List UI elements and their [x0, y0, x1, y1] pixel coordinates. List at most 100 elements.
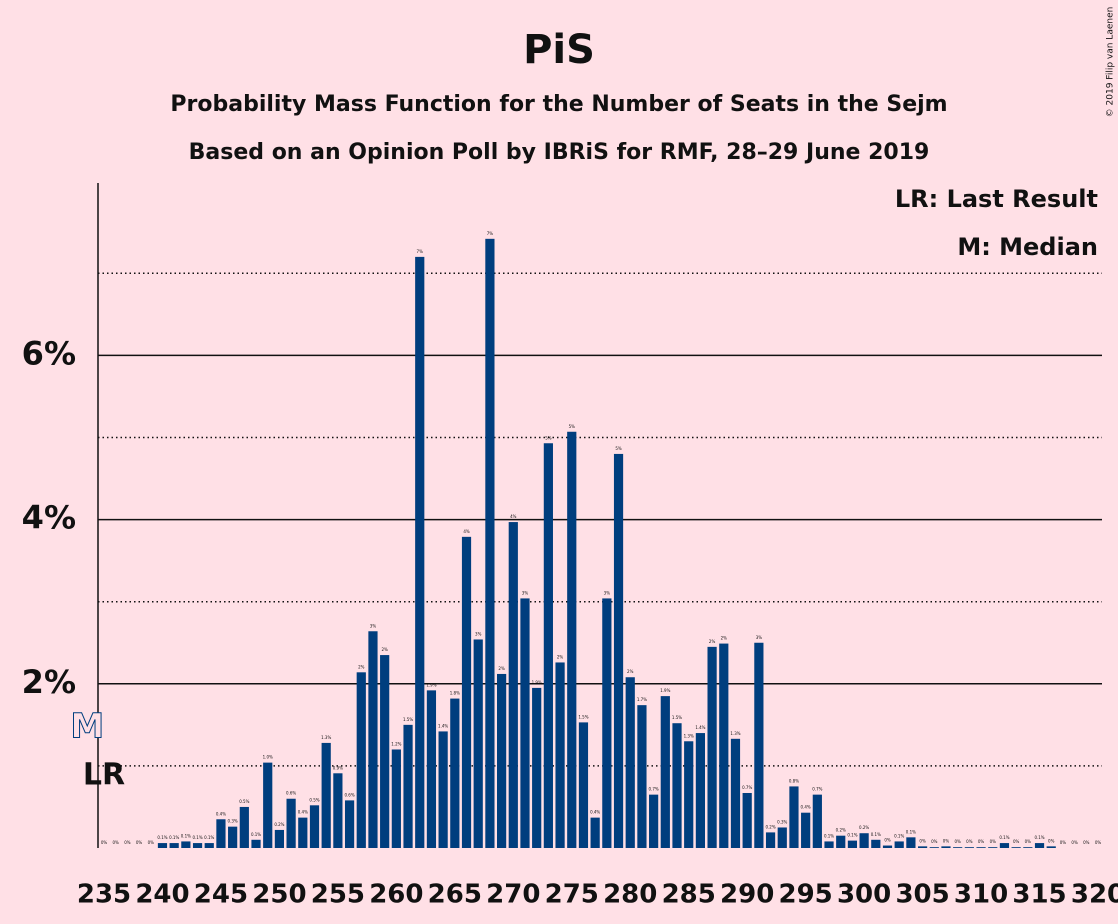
value-label: 0.1%	[181, 833, 191, 838]
bar	[192, 843, 203, 848]
value-label: 0.1%	[157, 835, 167, 840]
bar	[719, 643, 729, 848]
bar	[882, 845, 893, 848]
bar	[403, 724, 413, 848]
bar	[929, 847, 939, 848]
bar	[438, 731, 448, 848]
x-tick-label: 240	[135, 880, 189, 910]
bar	[543, 443, 553, 848]
last-result-marker: LR	[83, 758, 125, 793]
value-label: 1.8%	[450, 691, 460, 696]
value-label: 3%	[756, 635, 763, 640]
value-label: 0.2%	[274, 822, 284, 827]
value-label: 1.5%	[672, 715, 682, 720]
bar	[309, 805, 320, 848]
bar	[473, 639, 483, 848]
bar	[380, 655, 390, 848]
x-tick-label: 300	[837, 880, 891, 910]
value-label: 0%	[966, 839, 973, 844]
bar	[649, 794, 659, 848]
chart-subtitle: Based on an Opinion Poll by IBRiS for RM…	[189, 140, 930, 165]
chart-subtitle: Probability Mass Function for the Number…	[170, 92, 947, 117]
bar	[602, 598, 612, 848]
bar	[964, 847, 974, 848]
value-label: 0.5%	[309, 797, 319, 802]
bar	[999, 843, 1010, 848]
value-label: 0%	[148, 840, 155, 845]
bar	[672, 723, 682, 848]
value-label: 0%	[978, 839, 985, 844]
value-label: 1.5%	[403, 717, 413, 722]
value-label: 1.3%	[730, 731, 740, 736]
value-label: 0%	[1060, 840, 1067, 845]
value-label: 1.2%	[391, 741, 401, 746]
bar	[801, 812, 811, 848]
value-label: 0.7%	[812, 787, 822, 792]
value-label: 1.5%	[578, 714, 588, 719]
bar	[508, 522, 518, 848]
value-label: 0.1%	[192, 835, 202, 840]
value-label: 0%	[136, 840, 143, 845]
bar	[321, 742, 331, 848]
x-tick-label: 250	[252, 880, 306, 910]
bar	[181, 841, 191, 848]
median-marker: M	[70, 707, 104, 747]
bar	[169, 843, 179, 848]
bar	[754, 642, 764, 848]
value-label: 0.1%	[894, 833, 904, 838]
value-label: 0.1%	[169, 835, 179, 840]
value-label: 3%	[604, 590, 611, 595]
bar	[555, 662, 565, 848]
bar	[391, 749, 401, 848]
bar	[976, 847, 986, 848]
value-label: 3%	[475, 631, 482, 636]
bar	[953, 847, 963, 848]
bar	[239, 806, 249, 848]
bar	[894, 841, 904, 848]
bar	[695, 733, 705, 848]
value-label: 0%	[1083, 840, 1090, 845]
bar	[707, 646, 717, 848]
value-label: 2%	[557, 654, 564, 659]
value-label: 0.3%	[228, 819, 238, 824]
bar	[824, 841, 834, 848]
value-label: 1.9%	[660, 688, 670, 693]
value-label: 2%	[498, 666, 505, 671]
value-label: 0%	[990, 839, 997, 844]
value-label: 4%	[463, 529, 470, 534]
bar	[415, 256, 425, 848]
value-label: 0.2%	[765, 824, 775, 829]
bar	[251, 839, 261, 848]
value-label: 0.1%	[251, 832, 261, 837]
bar	[917, 846, 928, 848]
x-tick-label: 305	[895, 880, 949, 910]
value-label: 2%	[721, 636, 728, 641]
bar	[228, 826, 238, 848]
bar	[765, 832, 776, 848]
bar	[777, 827, 787, 848]
bar	[333, 773, 343, 848]
x-tick-label: 280	[603, 880, 657, 910]
bar	[532, 687, 542, 848]
bar	[847, 840, 858, 848]
value-label: 0.4%	[298, 810, 308, 815]
value-label: 0%	[943, 838, 950, 843]
value-label: 0%	[919, 838, 926, 843]
bar	[590, 817, 600, 848]
value-label: 0.5%	[239, 799, 249, 804]
bar	[1034, 843, 1045, 848]
bar	[497, 673, 507, 848]
value-label: 0%	[124, 840, 131, 845]
value-label: 1.9%	[532, 680, 542, 685]
bar	[871, 839, 881, 848]
legend-entry: LR: Last Result	[895, 185, 1098, 213]
value-label: 0%	[1095, 840, 1102, 845]
value-label: 0.2%	[836, 828, 846, 833]
legend-entry: M: Median	[957, 233, 1098, 261]
value-label: 2%	[627, 669, 634, 674]
value-label: 0.6%	[286, 791, 296, 796]
value-label: 0%	[1013, 839, 1020, 844]
x-tick-label: 275	[545, 880, 599, 910]
bar	[274, 829, 285, 848]
